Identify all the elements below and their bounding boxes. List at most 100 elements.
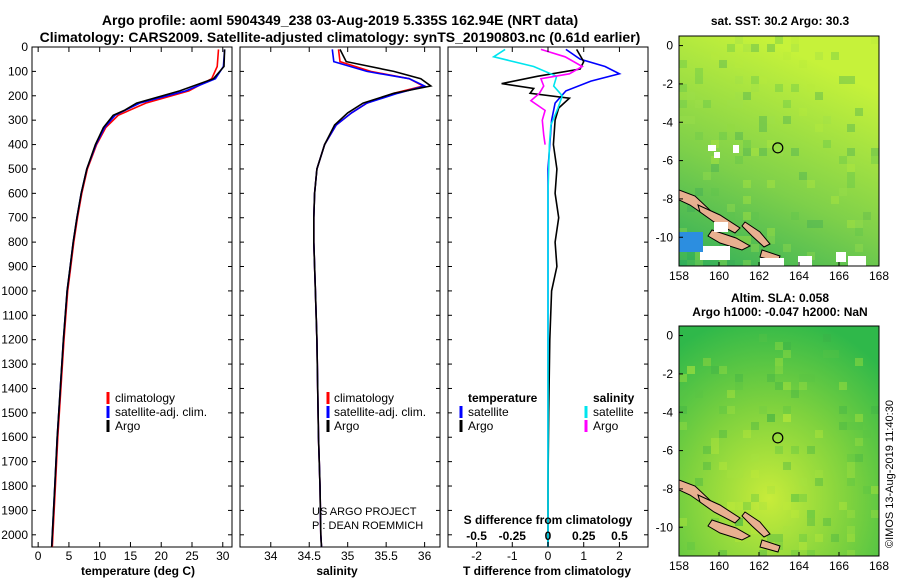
texture-cell	[751, 76, 759, 84]
texture-cell	[759, 76, 767, 84]
sla-map-subtitle: Argo h1000: -0.047 h2000: NaN	[692, 305, 867, 319]
texture-cell	[799, 172, 807, 180]
map-x-tick-label: 164	[789, 559, 809, 573]
texture-cell	[695, 76, 703, 84]
texture-cell	[799, 382, 807, 390]
texture-cell	[791, 494, 799, 502]
map-x-tick-label: 162	[749, 269, 769, 283]
texture-cell	[767, 180, 775, 188]
sla-islands	[679, 479, 781, 553]
texture-cell	[727, 502, 735, 510]
texture-cell	[783, 350, 791, 358]
texture-cell	[855, 244, 863, 252]
sst-islands	[679, 189, 781, 263]
salinity-x-axis: 34 34.5 35 35.5 36	[264, 47, 432, 563]
texture-cell	[727, 44, 735, 52]
texture-cell	[767, 414, 775, 422]
legend-t-satellite-label: satellite	[468, 405, 509, 419]
texture-cell	[679, 390, 687, 398]
s-tick-label: 0.5	[611, 529, 628, 543]
depth-tick-label: 300	[8, 113, 28, 127]
texture-cell	[735, 518, 743, 526]
map-y-tick-label: -4	[662, 115, 673, 129]
texture-cell	[815, 430, 823, 438]
texture-cell	[767, 374, 775, 382]
series-line-s-argo	[529, 48, 584, 145]
temperature-series	[50, 49, 226, 548]
series-line-s-satellite	[491, 48, 564, 547]
x-tick-label: 10	[93, 549, 107, 563]
texture-cell	[871, 156, 879, 164]
s-tick-label: -0.25	[499, 529, 527, 543]
figure-title-line1: Argo profile: aoml 5904349_238 03-Aug-20…	[102, 12, 578, 28]
texture-cell	[767, 414, 775, 422]
texture-cell	[775, 84, 783, 92]
texture-cell	[719, 132, 727, 140]
texture-cell	[743, 260, 751, 266]
map-x-tick-label: 168	[869, 559, 889, 573]
texture-cell	[743, 92, 751, 100]
texture-cell	[815, 52, 823, 60]
texture-cell	[695, 188, 703, 196]
difference-x-axis: -2 -1 0 1 2	[471, 47, 623, 563]
texture-cell	[799, 534, 807, 542]
texture-cell	[799, 108, 807, 116]
texture-cell	[679, 422, 687, 430]
s-tick-label: 0.25	[572, 529, 596, 543]
texture-cell	[767, 140, 775, 148]
x-tick-label: 34	[264, 549, 278, 563]
salinity-depth-ticks	[240, 46, 440, 536]
texture-cell	[679, 116, 687, 124]
texture-cell	[839, 188, 847, 196]
texture-cell	[847, 510, 855, 518]
texture-cell	[687, 116, 695, 124]
map-x-tick-label: 166	[829, 559, 849, 573]
texture-cell	[743, 148, 751, 156]
texture-cell	[711, 366, 719, 374]
depth-tick-label: 1300	[1, 357, 28, 371]
depth-tick-label: 1800	[1, 479, 28, 493]
island-guadalcanal	[707, 519, 752, 541]
texture-cell	[847, 76, 855, 84]
texture-cell	[863, 430, 871, 438]
texture-cell	[743, 236, 751, 244]
texture-cell	[751, 494, 759, 502]
texture-cell	[679, 60, 687, 68]
texture-cell	[823, 350, 831, 358]
texture-cell	[751, 44, 759, 52]
texture-cell	[703, 100, 711, 108]
x-tick-label: -2	[471, 549, 482, 563]
map-y-tick-label: -2	[662, 367, 673, 381]
texture-cell	[847, 156, 855, 164]
texture-cell	[791, 446, 799, 454]
depth-axis: 0 100 200 300 400 500 600 700 800 900 1000 1100 1200…	[1, 40, 232, 542]
texture-cell	[783, 116, 791, 124]
series-line-argo	[50, 49, 226, 548]
texture-cell	[759, 334, 767, 342]
depth-tick-label: 1700	[1, 455, 28, 469]
texture-cell	[687, 92, 695, 100]
x-tick-label: 5	[66, 549, 73, 563]
texture-cell	[791, 36, 799, 44]
texture-cell	[855, 220, 863, 228]
texture-cell	[727, 390, 735, 398]
texture-cell	[807, 510, 815, 518]
map-y-tick-label: -10	[656, 520, 674, 534]
texture-cell	[711, 446, 719, 454]
temperature-x-axis: 0 5 10 15 20 25 30	[35, 47, 230, 563]
texture-cell	[783, 414, 791, 422]
texture-cell	[839, 422, 847, 430]
texture-cell	[679, 518, 687, 526]
texture-cell	[847, 164, 855, 172]
pi-annotation: PI: DEAN ROEMMICH	[312, 520, 423, 532]
texture-cell	[727, 124, 735, 132]
texture-cell	[751, 212, 759, 220]
x-tick-label: 34.5	[298, 549, 322, 563]
s-tick-label: -0.5	[466, 529, 487, 543]
missing-cell	[714, 222, 728, 232]
texture-cell	[695, 132, 703, 140]
texture-cell	[783, 100, 791, 108]
texture-cell	[807, 518, 815, 526]
project-annotation: US ARGO PROJECT	[312, 506, 417, 518]
legend-s-argo-label: Argo	[593, 419, 619, 433]
